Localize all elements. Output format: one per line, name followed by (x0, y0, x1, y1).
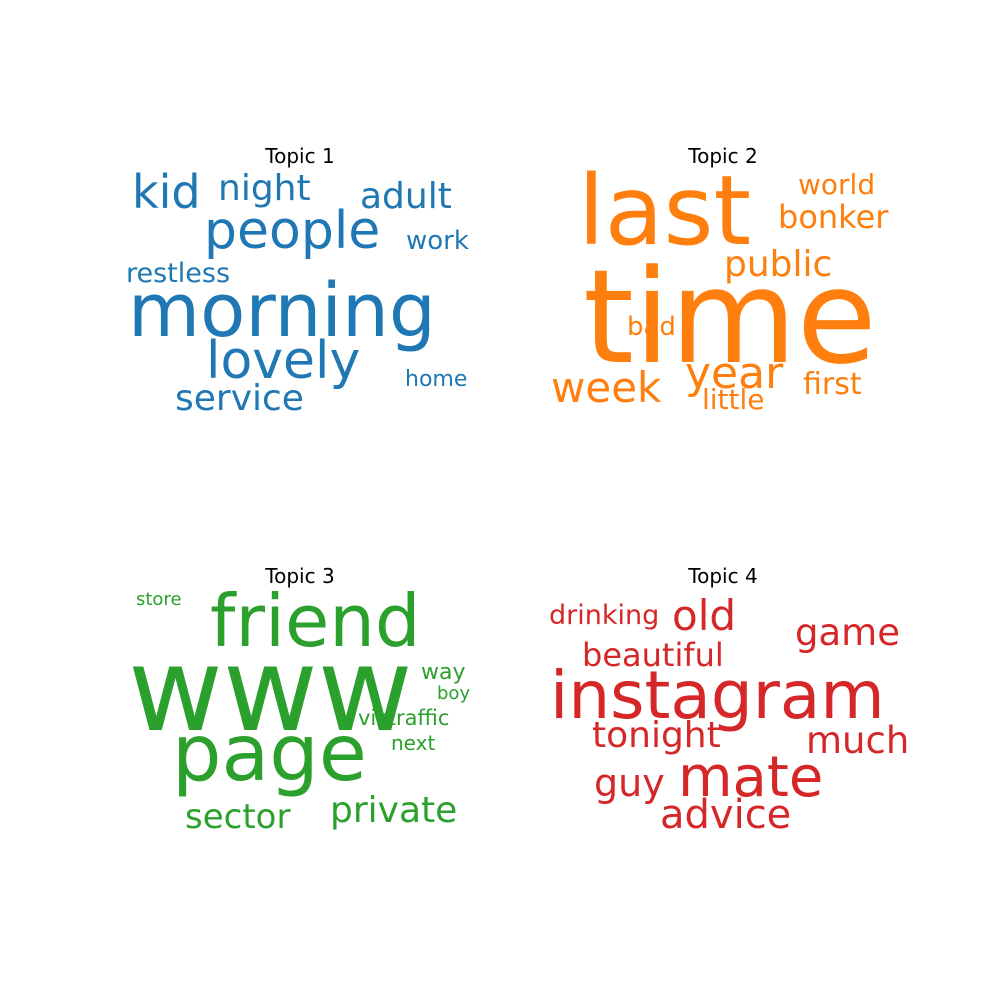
word-beautiful: beautiful (582, 636, 724, 674)
word-lovely: lovely (206, 331, 360, 391)
word-service: service (175, 378, 304, 419)
word-next: next (391, 731, 435, 755)
word-advice: advice (660, 792, 791, 838)
panel-title: Topic 4 (687, 564, 757, 588)
word-www: www (128, 623, 413, 758)
panel-title: Topic 1 (264, 144, 334, 168)
word-sector: sector (185, 797, 290, 837)
word-guy: guy (594, 761, 665, 805)
word-game: game (795, 611, 900, 654)
word-drinking: drinking (549, 600, 659, 631)
word-restless: restless (126, 258, 230, 289)
panel-title: Topic 3 (264, 564, 334, 588)
word-bad: bad (627, 312, 676, 342)
word-much: much (806, 719, 909, 762)
word-victraffic: victraffic (358, 706, 449, 730)
word-kid: kid (132, 165, 201, 219)
word-public: public (724, 244, 832, 285)
word-last: last (578, 155, 751, 267)
word-friend: friend (210, 579, 421, 663)
word-year: year (685, 348, 784, 399)
word-boy: boy (437, 683, 470, 704)
word-little: little (702, 383, 765, 416)
word-people: people (204, 201, 380, 261)
word-old: old (672, 591, 736, 640)
word-work: work (406, 226, 469, 256)
panel-title: Topic 2 (687, 144, 757, 168)
word-instagram: instagram (550, 657, 885, 734)
word-page: page (172, 709, 367, 799)
word-mate: mate (678, 745, 823, 810)
word-adult: adult (360, 176, 452, 217)
word-store: store (136, 589, 182, 610)
word-private: private (330, 790, 457, 831)
word-time: time (583, 241, 877, 393)
word-bonker: bonker (778, 198, 889, 236)
wordcloud-panel-topic-1: Topic 1 morning people lovely kid night adult… (126, 144, 469, 419)
word-morning: morning (128, 268, 436, 354)
word-first: first (803, 367, 862, 402)
word-week: week (551, 363, 662, 412)
word-world: world (798, 168, 875, 201)
word-home: home (405, 367, 467, 392)
word-night: night (218, 168, 311, 209)
word-tonight: tonight (592, 715, 721, 756)
word-group: morning people lovely kid night adult service w… (126, 165, 469, 419)
word-way: way (421, 660, 466, 685)
